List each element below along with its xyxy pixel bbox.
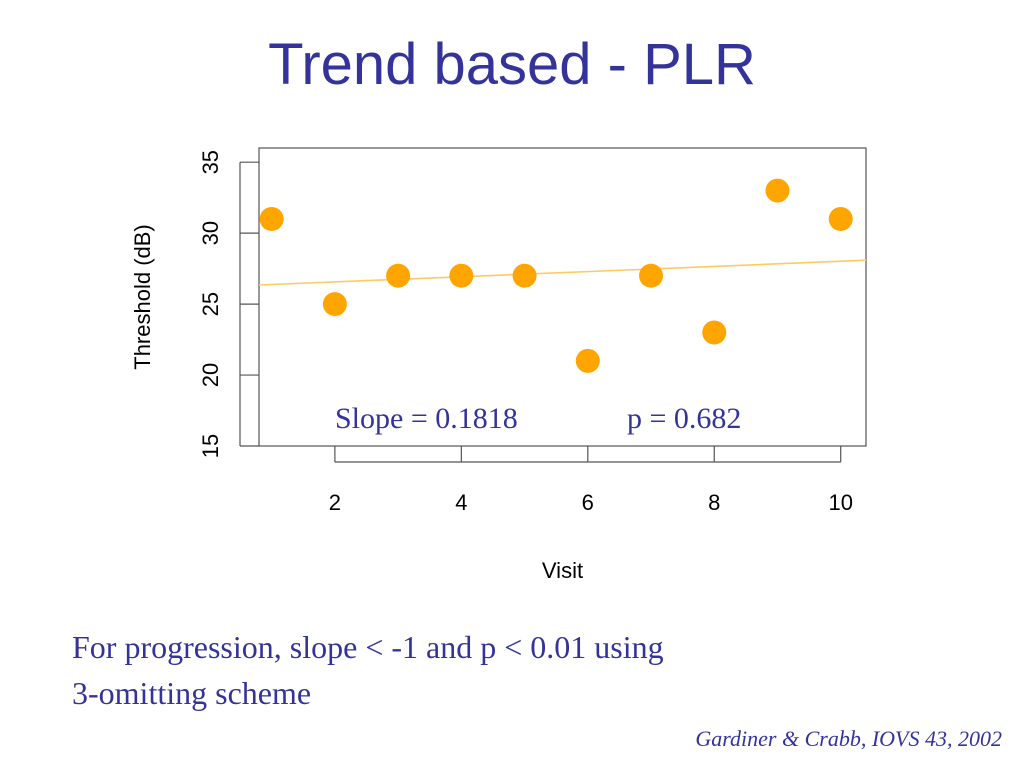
- y-tick-label: 20: [198, 363, 223, 387]
- slope-annotation: Slope = 0.1818: [335, 402, 518, 435]
- p-value-annotation: p = 0.682: [627, 402, 741, 435]
- data-point: [575, 348, 600, 373]
- progression-criteria: For progression, slope < -1 and p < 0.01…: [72, 624, 972, 716]
- y-axis-label: Threshold (dB): [130, 224, 155, 370]
- data-point: [702, 320, 727, 345]
- y-tick-label: 35: [198, 150, 223, 174]
- x-axis-label: Visit: [542, 558, 583, 583]
- citation: Gardiner & Crabb, IOVS 43, 2002: [695, 726, 1002, 751]
- criteria-line-2: 3-omitting scheme: [72, 675, 312, 711]
- criteria-line-1: For progression, slope < -1 and p < 0.01…: [72, 629, 664, 665]
- y-tick-label: 30: [198, 221, 223, 245]
- data-point: [639, 263, 664, 288]
- y-tick-label: 15: [198, 434, 223, 458]
- data-point: [512, 263, 537, 288]
- x-axis: 2 4 6 8 10: [329, 446, 853, 515]
- data-point: [765, 178, 790, 203]
- data-point: [449, 263, 474, 288]
- plot-frame-group: [258, 147, 867, 447]
- x-tick-label: 2: [329, 490, 341, 515]
- data-point: [322, 292, 347, 317]
- x-tick-label: 6: [582, 490, 594, 515]
- x-tick-label: 8: [708, 490, 720, 515]
- data-point: [386, 263, 411, 288]
- data-point: [828, 206, 853, 231]
- y-axis: 15 20 25 30 35: [198, 150, 259, 458]
- x-tick-label: 10: [828, 490, 852, 515]
- trend-line-group: [258, 259, 867, 286]
- y-tick-label: 25: [198, 292, 223, 316]
- plot-frame: [258, 147, 867, 447]
- data-point: [259, 206, 284, 231]
- trend-line: [258, 259, 867, 286]
- slide-title: Trend based - PLR: [268, 32, 756, 97]
- data-points: [259, 178, 853, 373]
- x-tick-label: 4: [455, 490, 467, 515]
